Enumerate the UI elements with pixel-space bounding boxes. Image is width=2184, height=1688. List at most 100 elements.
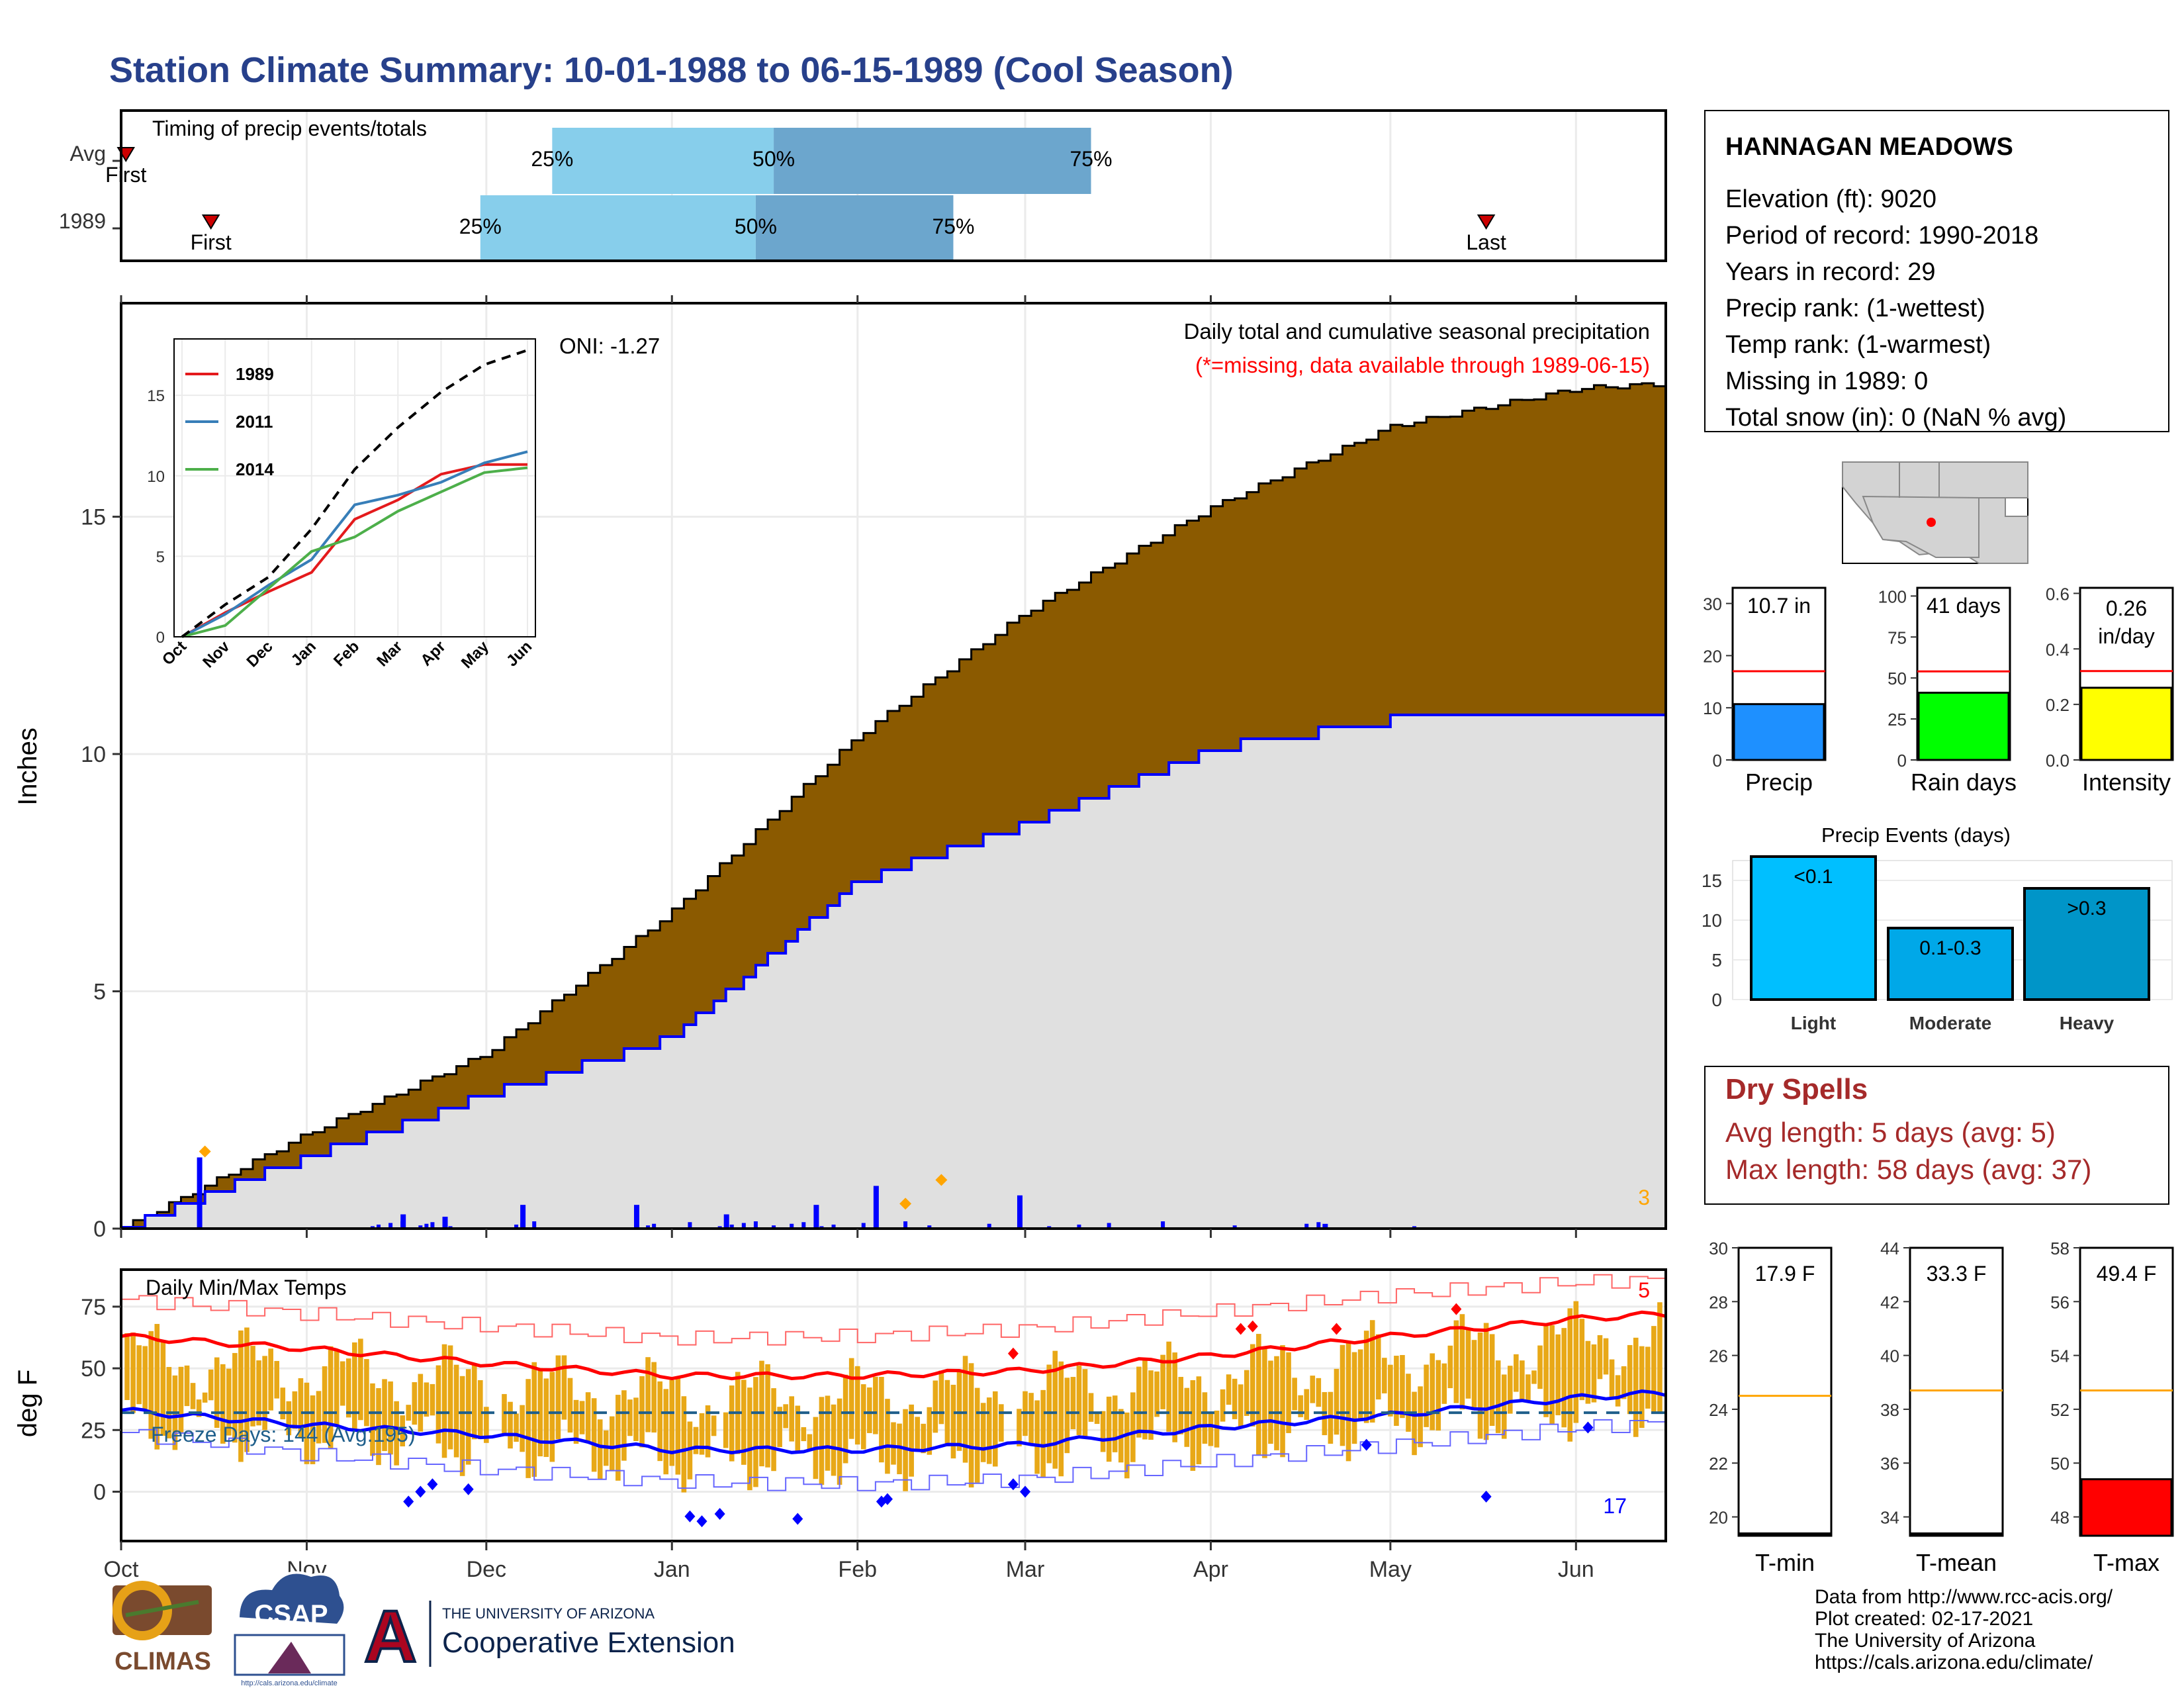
- daily-temp-range-bar: [1388, 1364, 1393, 1417]
- precip-panel: 0 5 10 15 Inches Daily total and cumulative…: [13, 302, 1667, 1242]
- daily-temp-range-bar: [1549, 1325, 1555, 1425]
- temp-bar-tick-label: 42: [1880, 1292, 1899, 1312]
- daily-temp-range-bar: [1477, 1332, 1483, 1439]
- record-low-marker: [882, 1493, 893, 1505]
- daily-precip-bar: [1232, 1225, 1237, 1229]
- daily-temp-range-bar: [1316, 1378, 1322, 1407]
- climas-logo: CLIMAS: [113, 1581, 212, 1675]
- daily-temp-range-bar: [316, 1391, 322, 1444]
- daily-temp-range-bar: [927, 1407, 933, 1455]
- daily-temp-range-bar: [1357, 1349, 1363, 1421]
- daily-temp-range-bar: [520, 1405, 525, 1452]
- daily-temp-range-bar: [729, 1385, 735, 1462]
- daily-temp-range-bar: [741, 1380, 747, 1465]
- daily-temp-range-bar: [789, 1396, 795, 1442]
- daily-temp-range-bar: [783, 1404, 788, 1429]
- daily-temp-range-bar: [1567, 1308, 1573, 1442]
- record-low-marker: [463, 1483, 474, 1495]
- csap-url: http://cals.arizona.edu/climate: [241, 1679, 338, 1687]
- daily-temp-range-bar: [1591, 1344, 1597, 1403]
- daily-temp-range-bar: [1561, 1328, 1567, 1428]
- daily-temp-range-bar: [585, 1392, 591, 1442]
- daily-temp-range-bar: [1052, 1350, 1058, 1469]
- daily-temp-range-bar: [1268, 1360, 1273, 1444]
- events-y-tick-label: 15: [1702, 870, 1722, 891]
- mini-bar-value-label: 10.7 in: [1747, 594, 1811, 618]
- oni-label: ONI: -1.27: [559, 334, 660, 358]
- daily-temp-range-bar: [1082, 1369, 1088, 1439]
- station-detail-line: Years in record: 29: [1725, 258, 1936, 286]
- daily-temp-range-bar: [1424, 1364, 1429, 1427]
- daily-temp-range-bar: [142, 1346, 148, 1409]
- daily-temp-range-bar: [867, 1387, 872, 1433]
- timing-q50-label: 50%: [735, 214, 777, 238]
- precip-event-bar: [2023, 887, 2150, 1001]
- record-low-marker: [1020, 1485, 1031, 1498]
- temp-bar-tick-label: 40: [1880, 1346, 1899, 1366]
- inset-average-line: [181, 349, 528, 638]
- daily-temp-range-bar: [130, 1332, 136, 1413]
- daily-temp-range-bar: [597, 1419, 603, 1480]
- precip-y-tick-label: 15: [81, 505, 106, 530]
- daily-precip-bar: [1077, 1224, 1081, 1229]
- daily-temp-range-bar: [208, 1369, 214, 1401]
- precip-event-bar-label: 0.1-0.3: [1919, 937, 1981, 959]
- record-low-marker: [684, 1510, 696, 1523]
- daily-temp-range-bar: [250, 1346, 255, 1427]
- daily-temp-range-bar: [1124, 1412, 1130, 1479]
- daily-temp-range-bar: [334, 1349, 340, 1427]
- daily-temp-range-bar: [944, 1380, 950, 1446]
- daily-temp-range-bar: [1028, 1393, 1034, 1445]
- daily-temp-range-bar: [1489, 1334, 1495, 1427]
- daily-precip-bar: [723, 1214, 729, 1229]
- ua-logo-top-text: THE UNIVERSITY OF ARIZONA: [442, 1605, 655, 1622]
- daily-temp-range-bar: [430, 1383, 435, 1416]
- precip-events-title: Precip Events (days): [1821, 823, 2011, 847]
- daily-temp-range-bar: [418, 1374, 424, 1432]
- daily-precip-bar: [377, 1224, 381, 1229]
- daily-temp-range-bar: [1520, 1360, 1525, 1399]
- daily-temp-range-bar: [921, 1423, 927, 1454]
- daily-temp-range-bar: [1471, 1340, 1477, 1411]
- daily-temp-range-bar: [777, 1407, 782, 1448]
- precip-events-plot: 0 5 10 15 <0.1 Light 0.1-0.3 Moderate >0.3 Heavy: [1702, 855, 2172, 1033]
- station-location-marker: [1927, 518, 1936, 527]
- temp-bar-category-label: T-min: [1755, 1549, 1815, 1576]
- daily-temp-range-bar: [1382, 1358, 1387, 1393]
- daily-temp-range-bar: [345, 1358, 351, 1418]
- daily-temp-range-bar: [897, 1423, 902, 1475]
- daily-temp-range-bar: [962, 1356, 968, 1463]
- timing-bar-q50-q75: [774, 128, 1091, 194]
- precip-event-bar-label: >0.3: [2067, 898, 2106, 919]
- mini-bar-value: [2080, 686, 2173, 761]
- max-record-count: 5: [1638, 1278, 1650, 1302]
- daily-temp-range-bar: [567, 1378, 573, 1433]
- daily-temp-range-bar: [705, 1405, 711, 1458]
- dry-spells-avg: Avg length: 5 days (avg: 5): [1725, 1117, 2056, 1148]
- daily-temp-range-bar: [424, 1382, 430, 1417]
- daily-temp-range-bar: [268, 1348, 273, 1411]
- precip-y-tick-label: 0: [93, 1217, 106, 1242]
- daily-temp-range-bar: [645, 1357, 651, 1432]
- daily-temp-range-bar: [292, 1391, 298, 1429]
- inset-legend: 1989 2011 2014: [185, 364, 274, 479]
- daily-temp-range-bar: [753, 1377, 758, 1487]
- precip-y-axis: 0 5 10 15: [81, 505, 121, 1242]
- daily-temp-range-bar: [148, 1331, 154, 1439]
- dry-spells-frame: [1704, 1066, 2169, 1205]
- daily-temp-range-bar: [1304, 1389, 1310, 1421]
- daily-temp-range-bar: [441, 1344, 447, 1458]
- daily-temp-range-bar: [514, 1413, 519, 1442]
- daily-temp-range-bar: [1633, 1337, 1639, 1437]
- daily-temp-range-bar: [244, 1327, 250, 1452]
- daily-temp-range-bar: [477, 1380, 483, 1440]
- month-axis: Oct Nov Dec Jan Feb Mar Apr May Jun: [104, 295, 1594, 1582]
- daily-temp-range-bar: [358, 1338, 363, 1421]
- daily-precip-bar: [801, 1222, 806, 1229]
- daily-temp-range-bar: [1525, 1374, 1531, 1401]
- timing-q75-label: 75%: [932, 214, 974, 238]
- inset-frame: [173, 338, 536, 637]
- station-detail-line: Period of record: 1990-2018: [1725, 222, 2038, 250]
- daily-temp-range-bar: [238, 1330, 244, 1462]
- daily-precip-bar: [831, 1224, 836, 1229]
